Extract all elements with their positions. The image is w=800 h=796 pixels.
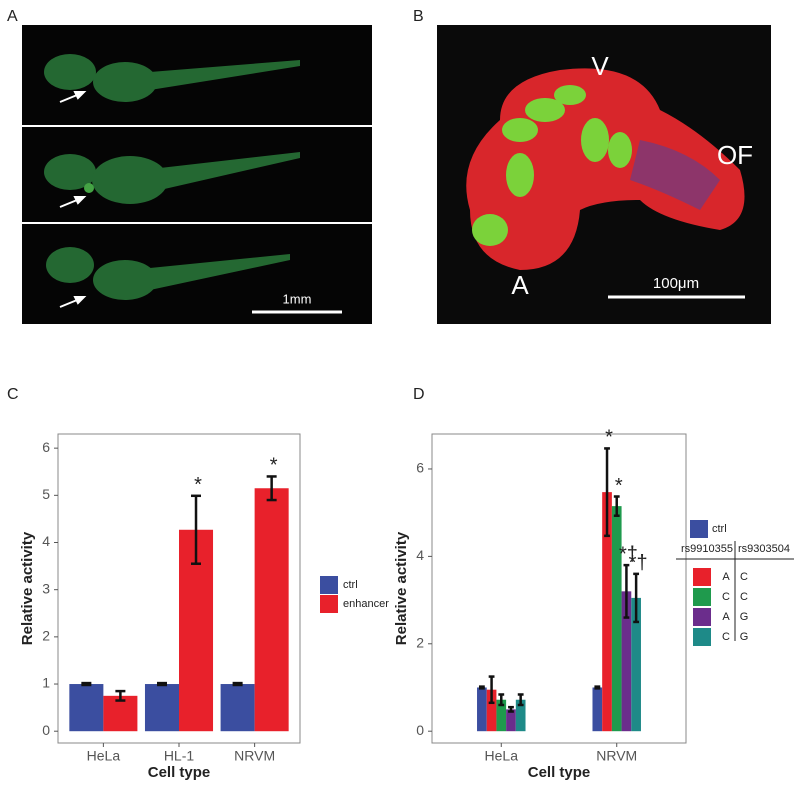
y-axis-title: Relative activity	[393, 531, 410, 645]
error-bar	[115, 689, 126, 702]
panel-label: A	[7, 8, 18, 25]
error-bar	[478, 685, 485, 690]
panel-label: C	[7, 386, 19, 403]
bar	[69, 684, 104, 732]
bar	[602, 492, 612, 732]
error-bar	[191, 494, 202, 565]
significance-label: *†	[629, 552, 648, 574]
scale-bar-label: 1mm	[283, 291, 312, 306]
bar	[515, 699, 526, 732]
x-tick-label: HL-1	[164, 748, 195, 764]
scale-bar-label: 100μm	[653, 275, 699, 292]
bar	[220, 684, 255, 732]
significance-label: *	[615, 475, 623, 497]
legend-header: rs9303504	[738, 543, 790, 555]
x-tick-label: HeLa	[87, 748, 121, 764]
panel-label: D	[413, 386, 425, 403]
y-tick-label: 5	[42, 486, 50, 502]
y-tick-label: 0	[42, 722, 50, 738]
bar	[631, 597, 641, 732]
significance-label: *†	[619, 543, 638, 565]
error-bar	[156, 681, 167, 687]
bar	[592, 687, 603, 732]
legend-swatch	[693, 588, 711, 606]
y-tick-label: 0	[416, 722, 424, 738]
bar	[486, 689, 497, 732]
error-bar	[498, 693, 505, 707]
y-tick-label: 3	[42, 580, 50, 596]
legend-allele: C	[722, 631, 730, 643]
x-tick-label: HeLa	[485, 748, 519, 764]
y-tick-label: 2	[416, 634, 424, 650]
legend-label: enhancer	[343, 598, 389, 610]
image-label: V	[591, 51, 609, 81]
x-tick-label: NRVM	[596, 748, 637, 764]
legend-swatch	[693, 628, 711, 646]
legend-allele: G	[740, 611, 749, 623]
error-bar	[81, 681, 92, 687]
x-axis-title: Cell type	[528, 764, 591, 781]
legend-allele: C	[740, 591, 748, 603]
y-tick-label: 2	[42, 628, 50, 644]
legend-swatch	[320, 576, 338, 594]
y-axis-title: Relative activity	[19, 531, 36, 645]
error-bar	[613, 495, 620, 517]
legend-header: rs9910355	[681, 543, 733, 555]
legend-swatch	[690, 520, 708, 538]
legend-allele: C	[740, 571, 748, 583]
legend-label: ctrl	[712, 523, 727, 535]
legend-allele: A	[722, 611, 730, 623]
error-bar	[232, 681, 243, 687]
legend-allele: A	[722, 571, 730, 583]
y-tick-label: 1	[42, 675, 50, 691]
image-b: V OF A 100μm	[437, 25, 771, 324]
error-bar	[517, 693, 524, 707]
panel-label: B	[413, 8, 424, 25]
legend-swatch	[320, 595, 338, 613]
error-bar	[594, 685, 601, 690]
legend-swatch	[693, 608, 711, 626]
bar	[611, 506, 622, 732]
error-bar	[623, 563, 630, 619]
bar	[254, 488, 289, 732]
bar	[506, 709, 516, 732]
x-tick-label: NRVM	[234, 748, 275, 764]
plot-border	[431, 433, 687, 744]
x-axis-title: Cell type	[148, 764, 211, 781]
error-bar	[604, 447, 610, 538]
significance-label: *	[605, 427, 613, 449]
legend-allele: G	[740, 631, 749, 643]
image-label: OF	[717, 140, 753, 170]
y-tick-label: 4	[42, 533, 50, 549]
y-tick-label: 6	[416, 460, 424, 476]
bar	[496, 699, 507, 732]
error-bar	[266, 475, 277, 502]
image-label: A	[511, 270, 529, 300]
legend-label: ctrl	[343, 579, 358, 591]
bar	[621, 591, 632, 732]
error-bar	[508, 705, 514, 713]
legend-swatch	[693, 568, 711, 586]
significance-label: *	[270, 455, 278, 477]
bar	[477, 687, 487, 732]
y-tick-label: 6	[42, 439, 50, 455]
significance-label: *	[194, 474, 202, 496]
bar	[144, 684, 179, 732]
image-a: 1mm	[22, 25, 372, 324]
y-tick-label: 4	[416, 547, 424, 563]
error-bar	[488, 675, 495, 705]
legend-allele: C	[722, 591, 730, 603]
error-bar	[633, 572, 640, 624]
